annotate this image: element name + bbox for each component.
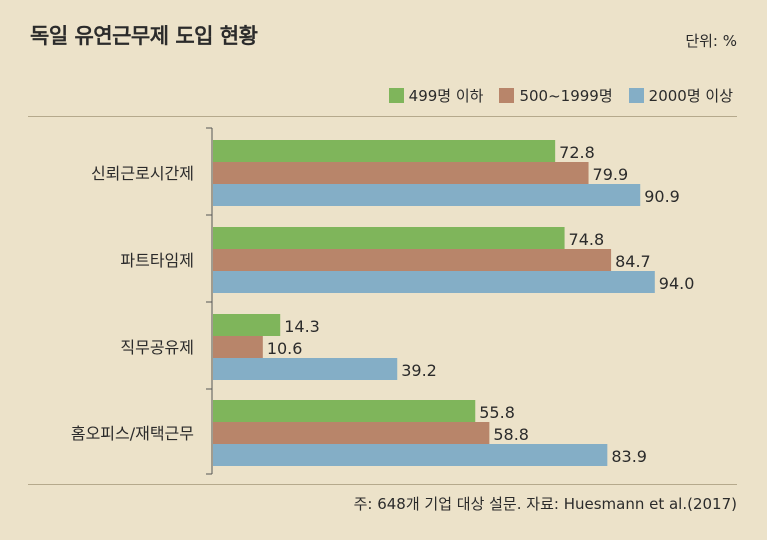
data-label: 84.7 <box>615 252 651 271</box>
legend-item: 2000명 이상 <box>628 85 733 106</box>
legend-swatch-blue <box>628 88 644 103</box>
data-label: 10.6 <box>267 339 303 358</box>
data-label: 72.8 <box>559 143 595 162</box>
legend-swatch-green <box>388 88 404 103</box>
unit-label: 단위: % <box>685 32 737 50</box>
bar <box>213 140 556 162</box>
legend-label: 2000명 이상 <box>648 87 733 105</box>
bar <box>213 400 476 422</box>
category-label: 신뢰근로시간제 <box>91 164 194 183</box>
data-label: 55.8 <box>479 403 515 422</box>
data-label: 90.9 <box>644 187 680 206</box>
chart-title: 독일 유연근무제 도입 현황 <box>30 24 258 48</box>
legend-label: 500~1999명 <box>519 87 613 105</box>
bar <box>213 422 490 444</box>
source-note: 주: 648개 기업 대상 설문. 자료: Huesmann et al.(20… <box>353 495 737 513</box>
legend-swatch-brown <box>499 88 515 103</box>
data-label: 39.2 <box>401 361 437 380</box>
data-label: 74.8 <box>569 230 605 249</box>
data-label: 79.9 <box>593 165 629 184</box>
top-divider <box>28 116 737 117</box>
bar <box>213 271 655 293</box>
category-label: 직무공유제 <box>120 338 194 357</box>
bar <box>213 249 612 271</box>
bottom-divider <box>28 484 737 485</box>
legend: 499명 이하 500~1999명 2000명 이상 <box>388 85 733 106</box>
bar <box>213 184 641 206</box>
legend-item: 500~1999명 <box>499 85 613 106</box>
category-label: 홈오피스/재택근무 <box>71 424 194 443</box>
legend-label: 499명 이하 <box>408 87 484 105</box>
data-label: 58.8 <box>493 425 529 444</box>
bar <box>213 444 608 466</box>
bar <box>213 358 398 380</box>
data-label: 83.9 <box>611 447 647 466</box>
bar <box>213 227 565 249</box>
bar <box>213 162 589 184</box>
data-label: 94.0 <box>659 274 695 293</box>
bar <box>213 314 281 336</box>
legend-item: 499명 이하 <box>388 85 484 106</box>
category-label: 파트타임제 <box>120 251 194 270</box>
data-label: 14.3 <box>284 317 320 336</box>
bar <box>213 336 263 358</box>
